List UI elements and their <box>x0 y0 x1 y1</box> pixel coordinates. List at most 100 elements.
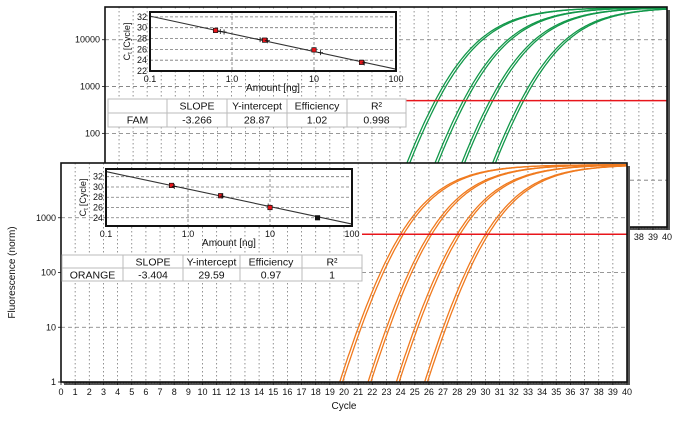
x-tick-label: 17 <box>297 387 307 397</box>
inset-background <box>150 12 396 71</box>
x-tick-label: 20 <box>339 387 349 397</box>
x-tick-label: 35 <box>551 387 561 397</box>
inset-y-axis-label: Ct[Cycle] <box>78 179 90 217</box>
inset-x-axis-label: Amount [ng] <box>202 238 256 249</box>
table-cell: 0.998 <box>363 115 389 127</box>
standard-curve-fit-line <box>105 171 353 225</box>
x-tick-label: 22 <box>367 387 377 397</box>
x-tick-label: 16 <box>282 387 292 397</box>
inset-x-tick-label: 100 <box>344 229 359 239</box>
x-tick-label: 0 <box>58 387 63 397</box>
standard-curve-fit-line <box>149 15 397 70</box>
inset-y-tick-label: 28 <box>93 192 103 202</box>
inset-y-tick-label: 22 <box>137 66 147 76</box>
inset-y-tick-label: 24 <box>137 55 147 65</box>
table-header-cell: SLOPE <box>179 101 214 113</box>
x-tick-label: 38 <box>634 232 644 242</box>
x-tick-label: 29 <box>466 387 476 397</box>
x-tick-label: 40 <box>662 232 672 242</box>
inset-border <box>105 168 353 227</box>
inset-x-tick-label: 100 <box>388 74 403 84</box>
inset-x-tick-label: 0.1 <box>100 229 113 239</box>
x-tick-label: 12 <box>226 387 236 397</box>
standard-point <box>267 204 273 211</box>
ylabel-unit: [Cycle] <box>122 23 132 51</box>
x-tick-label: 10 <box>197 387 207 397</box>
table-cell: ORANGE <box>70 270 116 282</box>
inset-y-tick-label: 30 <box>93 182 103 192</box>
ylabel-subscript: t <box>84 208 90 210</box>
cross-marker <box>221 29 227 35</box>
table-header-cell: Y-intercept <box>232 101 282 113</box>
inset-y-tick-label: 28 <box>137 34 147 44</box>
table-cell: 29.59 <box>198 270 224 282</box>
standard-point <box>218 193 224 199</box>
ylabel-unit: [Cycle] <box>78 179 88 207</box>
x-tick-label: 38 <box>594 387 604 397</box>
table-cell: 28.87 <box>244 115 270 127</box>
x-tick-label: 23 <box>381 387 391 397</box>
cross-marker <box>217 28 223 34</box>
x-tick-label: 13 <box>240 387 250 397</box>
inset-x-tick-label: 10 <box>309 74 319 84</box>
inset-x-tick-label: 1.0 <box>226 74 239 84</box>
table-cell: -3.404 <box>138 270 168 282</box>
amplification-curve <box>439 7 667 227</box>
table-header-cell: Efficiency <box>249 257 294 269</box>
x-tick-label: 40 <box>622 387 632 397</box>
x-tick-label: 6 <box>143 387 148 397</box>
table-header-cell: Efficiency <box>295 101 340 113</box>
cross-marker <box>257 37 263 43</box>
table-cell: 1 <box>329 270 335 282</box>
inset-y-tick-label: 24 <box>93 213 103 223</box>
amplification-curve <box>398 164 627 382</box>
amplification-curves <box>339 164 627 382</box>
y-tick-label: 1000 <box>36 213 56 223</box>
x-tick-label: 3 <box>101 387 106 397</box>
x-tick-label: 25 <box>410 387 420 397</box>
x-tick-label: 4 <box>115 387 120 397</box>
x-tick-label: 37 <box>580 387 590 397</box>
table-header-cell: SLOPE <box>135 257 170 269</box>
inset-y-tick-label: 30 <box>137 23 147 33</box>
cross-marker <box>361 60 367 66</box>
inset-y-tick-label: 32 <box>137 12 147 22</box>
table-cell: -3.266 <box>182 115 212 127</box>
x-tick-label: 18 <box>311 387 321 397</box>
x-tick-label: 15 <box>268 387 278 397</box>
standard-point <box>314 215 321 221</box>
standard-point <box>168 182 175 188</box>
statistics-table: SLOPE Y-intercept Efficiency R² FAM -3.266 28.… <box>107 98 407 128</box>
standard-point <box>311 47 317 53</box>
x-tick-label: 33 <box>523 387 533 397</box>
inset-border <box>149 11 397 72</box>
x-axis-label: Cycle <box>331 401 356 412</box>
cross-marker <box>171 183 177 189</box>
cross-marker <box>317 50 323 56</box>
cross-marker <box>264 38 270 44</box>
orange-amplification-panel: 0 1 2 3 4 5 6 7 8 9 10 11 12 13 14 15 16 17 18 19 20 21 22 23 24… <box>7 162 632 412</box>
x-tick-label: 28 <box>452 387 462 397</box>
inset-y-axis-label: Ct[Cycle] <box>122 23 134 61</box>
amplification-curve <box>370 164 627 382</box>
x-tick-label: 1 <box>73 387 78 397</box>
ylabel-c: C <box>78 209 88 216</box>
inset-y-tick-label: 26 <box>137 44 147 54</box>
y-tick-label: 100 <box>41 268 56 278</box>
x-tick-label: 9 <box>186 387 191 397</box>
x-tick-label: 19 <box>325 387 335 397</box>
table-cell: 0.97 <box>261 270 282 282</box>
cross-marker <box>219 193 225 199</box>
amplification-curves <box>382 7 667 227</box>
x-tick-label: 39 <box>648 232 658 242</box>
inset-x-axis-label: Amount [ng] <box>246 83 300 94</box>
amplification-curve <box>413 7 667 227</box>
x-tick-label: 5 <box>129 387 134 397</box>
y-tick-label: 1000 <box>80 82 100 92</box>
x-tick-label: 14 <box>254 387 264 397</box>
statistics-table: SLOPE Y-intercept Efficiency R² ORANGE -3.404… <box>61 254 363 282</box>
x-tick-label: 31 <box>495 387 505 397</box>
inset-x-tick-label: 1.0 <box>182 229 195 239</box>
